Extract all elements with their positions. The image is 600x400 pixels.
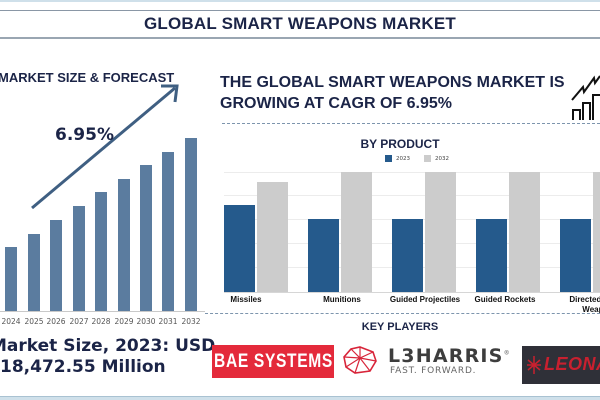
legend-item-2032: 2032 [424,155,449,162]
l3harris-name: L3HARRIS® [388,345,511,367]
category-label-munitions: Munitions [323,295,361,304]
x-label: 2028 [91,317,111,326]
bottom-accent-strip [0,396,600,400]
legend-label: 2032 [435,155,449,162]
title-bar: GLOBAL SMART WEAPONS MARKET [0,10,600,39]
x-label: 2029 [114,317,134,326]
key-players-title: KEY PLAYERS [361,321,439,333]
product-chart-baseline [224,292,600,293]
forecast-baseline [0,311,205,312]
forecast-bar-2032 [185,138,197,312]
forecast-x-axis-labels: 2024 2025 2026 2027 2028 2029 2030 2031 … [0,317,210,329]
forecast-bar-2028 [95,192,107,312]
bar-guided-rockets-2032 [509,172,540,293]
registered-mark: ® [503,349,511,357]
gridline [224,195,600,196]
bar-munitions-2032 [341,172,372,293]
headline-line-2: GROWING AT CAGR OF 6.95% [220,95,453,112]
forecast-bar-2026 [50,220,62,312]
category-label-guided-projectiles: Guided Projectiles [389,295,461,304]
cagr-annotation: 6.95% [55,125,114,145]
market-size-line-1: Market Size, 2023: USD [0,336,216,356]
bar-munitions-2023 [308,219,339,293]
legend-label: 2023 [396,155,410,162]
forecast-bar-2031 [162,152,174,312]
l3harris-tagline: FAST. FORWARD. [390,366,477,376]
category-label-guided-rockets: Guided Rockets [474,295,536,304]
market-size-line-2: 18,472.55 Million [0,357,166,377]
by-product-title: BY PRODUCT [360,137,440,151]
leonardo-text: LEONARDO [544,354,600,374]
legend-swatch-2023 [385,155,392,162]
category-label-missiles: Missiles [230,295,262,304]
divider-bottom [205,313,600,314]
x-label: 2032 [181,317,201,326]
x-label: 2030 [136,317,156,326]
x-label: 2025 [24,317,44,326]
cagr-headline: THE GLOBAL SMART WEAPONS MARKET IS GROWI… [220,72,565,114]
bar-missiles-2023 [224,205,255,293]
page-title: GLOBAL SMART WEAPONS MARKET [143,14,457,33]
product-bar-chart [224,172,600,293]
legend-item-2023: 2023 [385,155,410,162]
x-label: 2026 [46,317,66,326]
bar-guided-rockets-2023 [476,219,507,293]
category-label-directed-energy: Directed Energy Weapons [569,295,600,314]
forecast-bar-2030 [140,165,152,312]
forecast-bar-2025 [28,234,40,312]
forecast-bar-2029 [118,179,130,312]
x-label: 2024 [1,317,21,326]
x-label: 2027 [69,317,89,326]
bae-systems-text: BAE SYSTEMS [213,350,333,372]
bar-directed-energy-2023 [560,219,591,293]
market-size-callout: Market Size, 2023: USD 18,472.55 Million [0,336,215,378]
growth-chart-icon [571,75,600,120]
l3harris-globe-icon [343,346,377,374]
leonardo-emblem-icon [527,356,541,374]
bae-systems-logo: BAE SYSTEMS [212,345,334,378]
divider-top [222,123,600,124]
forecast-bar-chart [0,120,205,312]
gridline [224,172,600,173]
bar-guided-projectiles-2023 [392,219,423,293]
forecast-title: MARKET SIZE & FORECAST [0,70,175,85]
headline-line-1: THE GLOBAL SMART WEAPONS MARKET IS [220,74,565,91]
chart-legend: 2023 2032 [385,155,455,162]
bar-missiles-2032 [257,182,288,293]
x-label: 2031 [158,317,178,326]
bar-guided-projectiles-2032 [425,172,456,293]
top-accent-strip [0,0,600,2]
trend-arrow-icon [31,84,179,210]
forecast-bar-2024 [5,247,17,312]
leonardo-logo: LEONARDO [522,346,600,384]
legend-swatch-2032 [424,155,431,162]
bar-directed-energy-2032 [593,172,600,293]
forecast-bar-2027 [73,206,85,312]
